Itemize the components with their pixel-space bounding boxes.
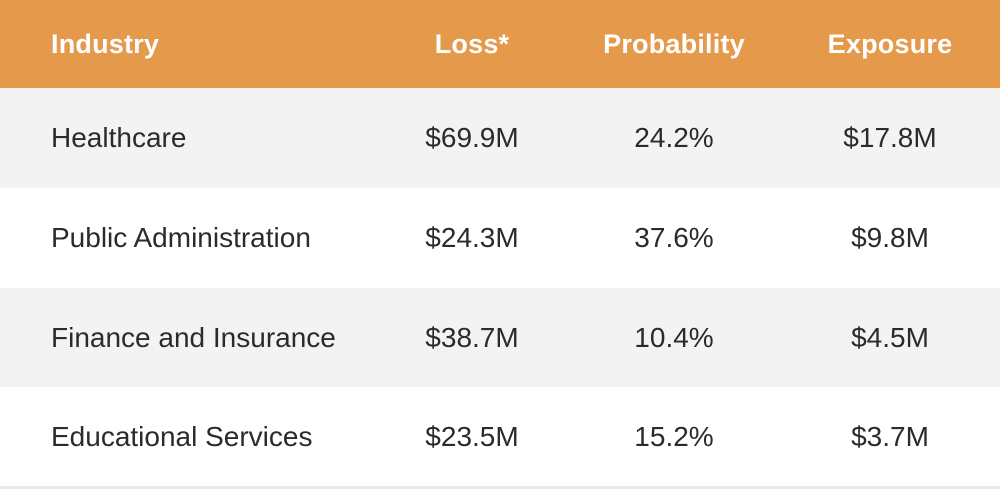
cell-loss: $23.5M — [425, 420, 519, 452]
cell-probability: 15.2% — [634, 420, 714, 452]
table-header: Industry Loss* Probability Exposure — [0, 0, 1000, 88]
cell-exposure: $4.5M — [851, 322, 929, 353]
cell-exposure: $3.7M — [851, 420, 929, 452]
table-row: Educational Services $23.5M 15.2% $3.7M — [0, 387, 1000, 486]
cell-exposure: $9.8M — [851, 222, 929, 253]
cell-probability: 10.4% — [634, 322, 714, 353]
cell-probability: 24.2% — [634, 122, 714, 153]
header-exposure: Exposure — [827, 28, 953, 59]
table-row: Public Administration $24.3M 37.6% $9.8M — [0, 188, 1000, 288]
cell-industry: Public Administration — [51, 222, 311, 253]
cell-industry: Educational Services — [51, 420, 313, 452]
table-row: Healthcare $69.9M 24.2% $17.8M — [0, 88, 1000, 188]
table-bottom-divider — [0, 486, 1000, 489]
cell-industry: Finance and Insurance — [51, 322, 336, 353]
header-probability: Probability — [603, 28, 745, 59]
cell-loss: $69.9M — [425, 122, 519, 153]
cell-probability: 37.6% — [634, 222, 714, 253]
header-industry: Industry — [51, 28, 160, 59]
cell-loss: $24.3M — [425, 222, 519, 253]
cell-industry: Healthcare — [51, 122, 187, 153]
table-row: Finance and Insurance $38.7M 10.4% $4.5M — [0, 288, 1000, 388]
header-loss: Loss* — [434, 28, 510, 59]
cell-loss: $38.7M — [425, 322, 519, 353]
cell-exposure: $17.8M — [843, 122, 937, 153]
